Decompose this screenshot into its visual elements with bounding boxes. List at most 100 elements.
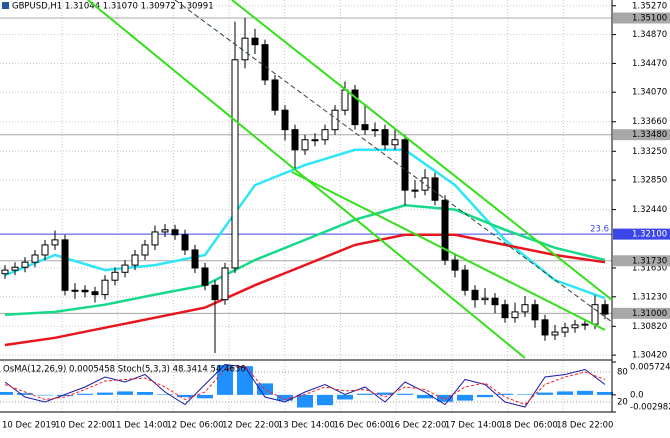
osma-bar — [57, 394, 73, 397]
channel-line — [291, 171, 606, 331]
candle-body — [341, 89, 349, 111]
y-tick-label: 1.33660 — [632, 117, 667, 127]
candle-body — [411, 189, 419, 192]
y-tick-label: 1.33250 — [632, 147, 667, 157]
candle-body — [231, 59, 239, 269]
osma-bar — [137, 392, 153, 395]
candle-body — [21, 261, 29, 268]
osma-bar — [77, 393, 93, 395]
candle-body — [121, 264, 129, 273]
osma-bar — [177, 394, 193, 398]
osma-bar — [517, 394, 533, 395]
y-tick-label: 1.31230 — [632, 292, 667, 302]
candle-body — [351, 89, 359, 126]
level-label-box — [613, 129, 670, 141]
candle-body — [41, 244, 49, 256]
candle-body — [371, 129, 379, 132]
level-label: 1.31000 — [632, 309, 667, 319]
x-tick-label: 18 Dec 06:00 — [501, 421, 558, 431]
osma-bar — [417, 394, 433, 399]
candle-body — [101, 279, 109, 296]
x-tick-label: 12 Dec 22:00 — [222, 421, 279, 431]
candle-body — [451, 259, 459, 271]
level-label: 1.35100 — [632, 14, 667, 24]
y-tick-label: 1.30820 — [632, 322, 667, 332]
candle-body — [461, 269, 469, 291]
candle-body — [71, 289, 79, 292]
candle-body — [161, 229, 169, 233]
level-label-box — [613, 255, 670, 267]
candle-body — [501, 304, 509, 319]
osma-bar — [477, 394, 493, 398]
candle-body — [131, 254, 139, 266]
candle-body — [221, 267, 229, 301]
candle-body — [271, 79, 279, 111]
x-tick-label: 16 Dec 22:00 — [389, 421, 446, 431]
plot-area — [0, 0, 613, 412]
osma-bar — [577, 390, 593, 395]
y2-tick-label: 80 — [617, 368, 628, 378]
level-label-box — [613, 307, 670, 319]
candle-body — [141, 244, 149, 256]
candle-body — [51, 239, 59, 246]
candle-body — [251, 37, 259, 46]
candle-body — [571, 324, 579, 329]
osma-bar — [437, 394, 453, 402]
candle-body — [91, 291, 99, 296]
candle-body — [241, 37, 249, 61]
trend-lines — [87, 0, 613, 359]
osma-bar — [497, 393, 513, 395]
candle-body — [601, 304, 609, 315]
candle-body — [471, 289, 479, 301]
osma-bar — [117, 391, 133, 395]
y-tick-label: 1.34870 — [632, 30, 667, 40]
candle-body — [301, 139, 309, 151]
moving-average — [4, 233, 606, 347]
y-tick-label: 1.31630 — [632, 263, 667, 273]
candle-body — [381, 129, 389, 146]
osma-bar — [197, 394, 213, 399]
candle-body — [491, 297, 499, 306]
candle-body — [391, 139, 399, 146]
y-tick-label: 1.30420 — [632, 351, 667, 361]
candle-body — [581, 323, 589, 326]
candle-body — [181, 234, 189, 251]
y-tick-label: 1.34070 — [632, 88, 667, 98]
osma-bar — [397, 393, 413, 395]
osma-bar — [297, 394, 313, 408]
candle-body — [591, 304, 599, 325]
osma-bar — [37, 394, 53, 396]
candle-body — [531, 304, 539, 321]
candle-body — [111, 271, 119, 281]
osma-bar — [357, 393, 373, 395]
y-tick-label: 1.32440 — [632, 205, 667, 215]
y-tick-label: 1.34470 — [632, 59, 667, 69]
candle-body — [31, 254, 39, 263]
level-label: 1.33480 — [632, 130, 667, 140]
level-label: 1.32100 — [632, 230, 667, 240]
osma-bar — [157, 394, 173, 395]
candle-body — [521, 304, 529, 313]
candle-body — [171, 229, 179, 236]
osma-bar — [17, 393, 33, 395]
candle-body — [81, 289, 89, 293]
candle-body — [61, 239, 69, 291]
osma-bar — [337, 394, 353, 400]
candle-body — [201, 267, 209, 286]
x-tick-label: 12 Dec 06:00 — [166, 421, 223, 431]
candle-body — [541, 319, 549, 336]
osma-bar — [597, 392, 613, 395]
y-tick-label: 0.005724 — [630, 363, 670, 373]
indicator-title: OsMA(12,26,9) 0.0005458 Stoch(5,3,3) 48.… — [3, 365, 246, 375]
osma-bar — [317, 394, 333, 406]
stochastic-line — [4, 363, 606, 408]
candle-body — [211, 284, 219, 301]
x-tick-label: 13 Dec 14:00 — [278, 421, 335, 431]
osma-bar — [557, 391, 573, 395]
x-tick-label: 18 Dec 22:00 — [556, 421, 613, 431]
osma-bar — [97, 392, 113, 395]
candle-body — [361, 124, 369, 131]
candle-body — [281, 109, 289, 131]
stochastic-line — [4, 365, 606, 406]
